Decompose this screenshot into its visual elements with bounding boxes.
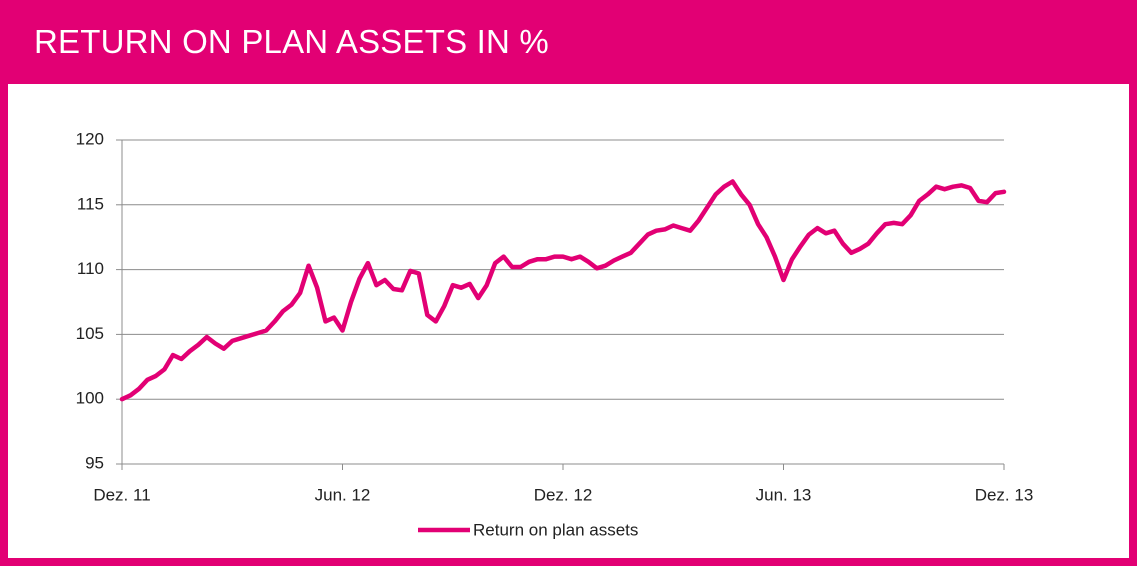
x-tick-label: Jun. 12 [315, 485, 371, 504]
x-tick-label: Dez. 12 [534, 485, 593, 504]
chart-title: RETURN ON PLAN ASSETS IN % [34, 23, 549, 60]
y-tick-label: 115 [77, 194, 104, 213]
y-tick-label: 105 [76, 324, 104, 343]
x-tick-label: Dez. 11 [93, 485, 150, 504]
data-line [119, 179, 1007, 402]
y-tick-label: 110 [77, 259, 104, 278]
y-tick-label: 120 [76, 129, 104, 148]
legend-label: Return on plan assets [473, 520, 638, 539]
x-tick-label: Dez. 13 [975, 485, 1034, 504]
chart-panel [8, 84, 1129, 558]
y-tick-label: 95 [85, 453, 104, 472]
x-tick-label: Jun. 13 [756, 485, 812, 504]
y-tick-label: 100 [76, 389, 104, 408]
